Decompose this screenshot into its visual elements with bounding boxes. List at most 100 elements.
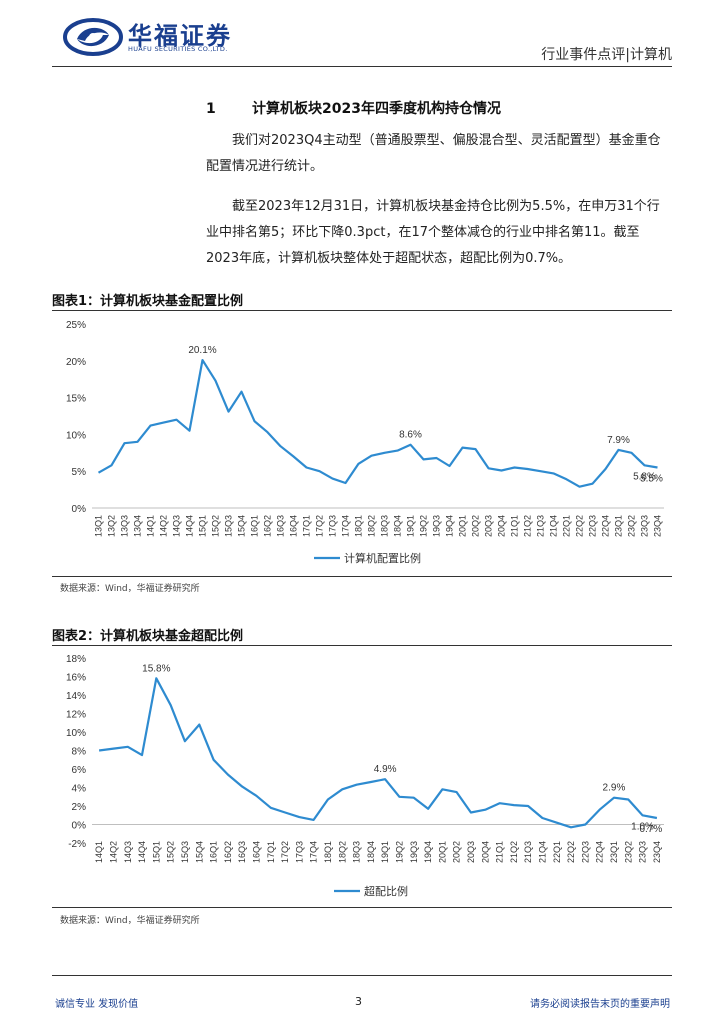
x-tick-label: 19Q1 xyxy=(380,841,390,863)
x-tick-label: 17Q2 xyxy=(280,841,290,863)
y-tick-label: 20% xyxy=(66,357,86,368)
x-tick-label: 23Q1 xyxy=(609,841,619,863)
x-tick-label: 14Q3 xyxy=(123,841,133,863)
x-tick-label: 22Q4 xyxy=(595,841,605,863)
x-tick-label: 22Q1 xyxy=(562,515,572,537)
data-label: 4.9% xyxy=(374,764,397,775)
x-tick-label: 19Q3 xyxy=(432,515,442,537)
y-tick-label: 5% xyxy=(72,467,87,478)
chart1-top-rule xyxy=(52,310,672,311)
x-tick-label: 18Q1 xyxy=(354,515,364,537)
x-tick-label: 16Q2 xyxy=(223,841,233,863)
y-tick-label: 12% xyxy=(66,710,86,721)
x-tick-label: 18Q2 xyxy=(337,841,347,863)
x-tick-label: 13Q2 xyxy=(107,515,117,537)
legend-label: 计算机配置比例 xyxy=(344,551,421,565)
y-tick-label: 15% xyxy=(66,394,86,405)
paragraph-1: 我们对2023Q4主动型（普通股票型、偏股混合型、灵活配置型）基金重仓配置情况进… xyxy=(206,133,661,174)
y-tick-label: 4% xyxy=(72,784,87,795)
y-tick-label: -2% xyxy=(68,839,86,850)
x-tick-label: 15Q4 xyxy=(194,841,204,863)
x-tick-label: 21Q3 xyxy=(536,515,546,537)
x-tick-label: 14Q1 xyxy=(146,515,156,537)
x-tick-label: 20Q1 xyxy=(437,841,447,863)
x-tick-label: 20Q4 xyxy=(480,841,490,863)
x-tick-label: 17Q4 xyxy=(309,841,319,863)
footer-slogan: 诚信专业 发现价值 xyxy=(55,999,139,1010)
x-tick-label: 14Q1 xyxy=(94,841,104,863)
x-tick-label: 23Q4 xyxy=(653,515,663,537)
chart1-svg: 0% 5% 10% 15% 20% 25% 13Q1 13Q2 13Q3 13Q4 14Q1 14Q2… xyxy=(66,320,664,565)
x-tick-label: 23Q2 xyxy=(627,515,637,537)
x-tick-label: 20Q2 xyxy=(471,515,481,537)
x-tick-label: 18Q4 xyxy=(393,515,403,537)
x-tick-label: 16Q1 xyxy=(209,841,219,863)
footer-divider xyxy=(52,975,672,976)
x-tick-label: 23Q2 xyxy=(623,841,633,863)
x-tick-label: 20Q2 xyxy=(452,841,462,863)
x-tick-label: 19Q2 xyxy=(419,515,429,537)
x-tick-label: 17Q4 xyxy=(341,515,351,537)
x-tick-label: 23Q3 xyxy=(638,841,648,863)
x-tick-label: 16Q4 xyxy=(251,841,261,863)
y-tick-label: 0% xyxy=(72,504,87,515)
x-tick-label: 21Q2 xyxy=(523,515,533,537)
paragraph-2: 截至2023年12月31日，计算机板块基金持仓比例为5.5%，在申万31个行业中… xyxy=(206,199,660,266)
data-label: 1.0% xyxy=(631,821,654,832)
data-label: 20.1% xyxy=(188,345,216,356)
x-tick-label: 15Q3 xyxy=(224,515,234,537)
x-tick-label: 21Q2 xyxy=(509,841,519,863)
x-tick-label: 18Q1 xyxy=(323,841,333,863)
x-tick-label: 20Q3 xyxy=(466,841,476,863)
chart2-svg: -2% 0% 2% 4% 6% 8% 10% 12% 14% 16% 18% 14Q1 14Q2 14Q3… xyxy=(66,654,664,898)
x-tick-label: 20Q4 xyxy=(497,515,507,537)
chart2-top-rule xyxy=(52,645,672,646)
x-tick-label: 15Q1 xyxy=(151,841,161,863)
x-tick-label: 22Q1 xyxy=(552,841,562,863)
x-tick-label: 15Q3 xyxy=(180,841,190,863)
page-header: 华福证券 HUAFU SECURITIES CO.,LTD. 行业事件点评|计算… xyxy=(0,0,724,70)
x-tick-label: 16Q3 xyxy=(237,841,247,863)
y-tick-label: 10% xyxy=(66,430,86,441)
x-tick-label: 14Q4 xyxy=(185,515,195,537)
y-tick-label: 18% xyxy=(66,654,86,665)
x-tick-label: 15Q1 xyxy=(198,515,208,537)
x-tick-label: 18Q4 xyxy=(366,841,376,863)
x-tick-label: 15Q4 xyxy=(237,515,247,537)
y-tick-label: 2% xyxy=(72,802,87,813)
x-tick-label: 17Q1 xyxy=(302,515,312,537)
section-title: 1 计算机板块2023年四季度机构持仓情况 xyxy=(206,98,501,118)
x-tick-label: 15Q2 xyxy=(166,841,176,863)
x-tick-label: 22Q3 xyxy=(580,841,590,863)
x-tick-label: 21Q4 xyxy=(537,841,547,863)
brand-name-english: HUAFU SECURITIES CO.,LTD. xyxy=(128,45,228,53)
x-tick-label: 21Q1 xyxy=(495,841,505,863)
x-tick-label: 19Q4 xyxy=(423,841,433,863)
x-tick-label: 20Q3 xyxy=(484,515,494,537)
x-tick-label: 23Q1 xyxy=(614,515,624,537)
x-tick-label: 23Q4 xyxy=(652,841,662,863)
legend-label: 超配比例 xyxy=(364,884,408,898)
x-tick-label: 16Q3 xyxy=(276,515,286,537)
chart2-source: 数据来源：Wind，华福证券研究所 xyxy=(60,916,200,926)
brand-name: 华福证券 xyxy=(128,21,232,50)
chart2-caption: 图表2：计算机板块基金超配比例 xyxy=(52,629,244,644)
x-tick-label: 22Q2 xyxy=(575,515,585,537)
data-label: 5.5% xyxy=(640,474,663,485)
x-tick-label: 17Q2 xyxy=(315,515,325,537)
report-type: 行业事件点评|计算机 xyxy=(541,47,672,63)
x-tick-label: 14Q4 xyxy=(137,841,147,863)
x-tick-label: 16Q4 xyxy=(289,515,299,537)
chart1-caption: 图表1：计算机板块基金配置比例 xyxy=(52,294,244,309)
section-number: 1 xyxy=(206,101,216,117)
chart1-bottom-rule xyxy=(52,576,672,577)
x-tick-label: 19Q4 xyxy=(445,515,455,537)
page-number: 3 xyxy=(355,995,362,1008)
x-tick-label: 22Q4 xyxy=(601,515,611,537)
x-tick-label: 18Q3 xyxy=(380,515,390,537)
series-line xyxy=(97,358,658,488)
x-tick-label: 18Q2 xyxy=(367,515,377,537)
y-tick-label: 10% xyxy=(66,728,86,739)
section-title-text: 计算机板块2023年四季度机构持仓情况 xyxy=(252,101,501,117)
x-tick-label: 14Q3 xyxy=(172,515,182,537)
